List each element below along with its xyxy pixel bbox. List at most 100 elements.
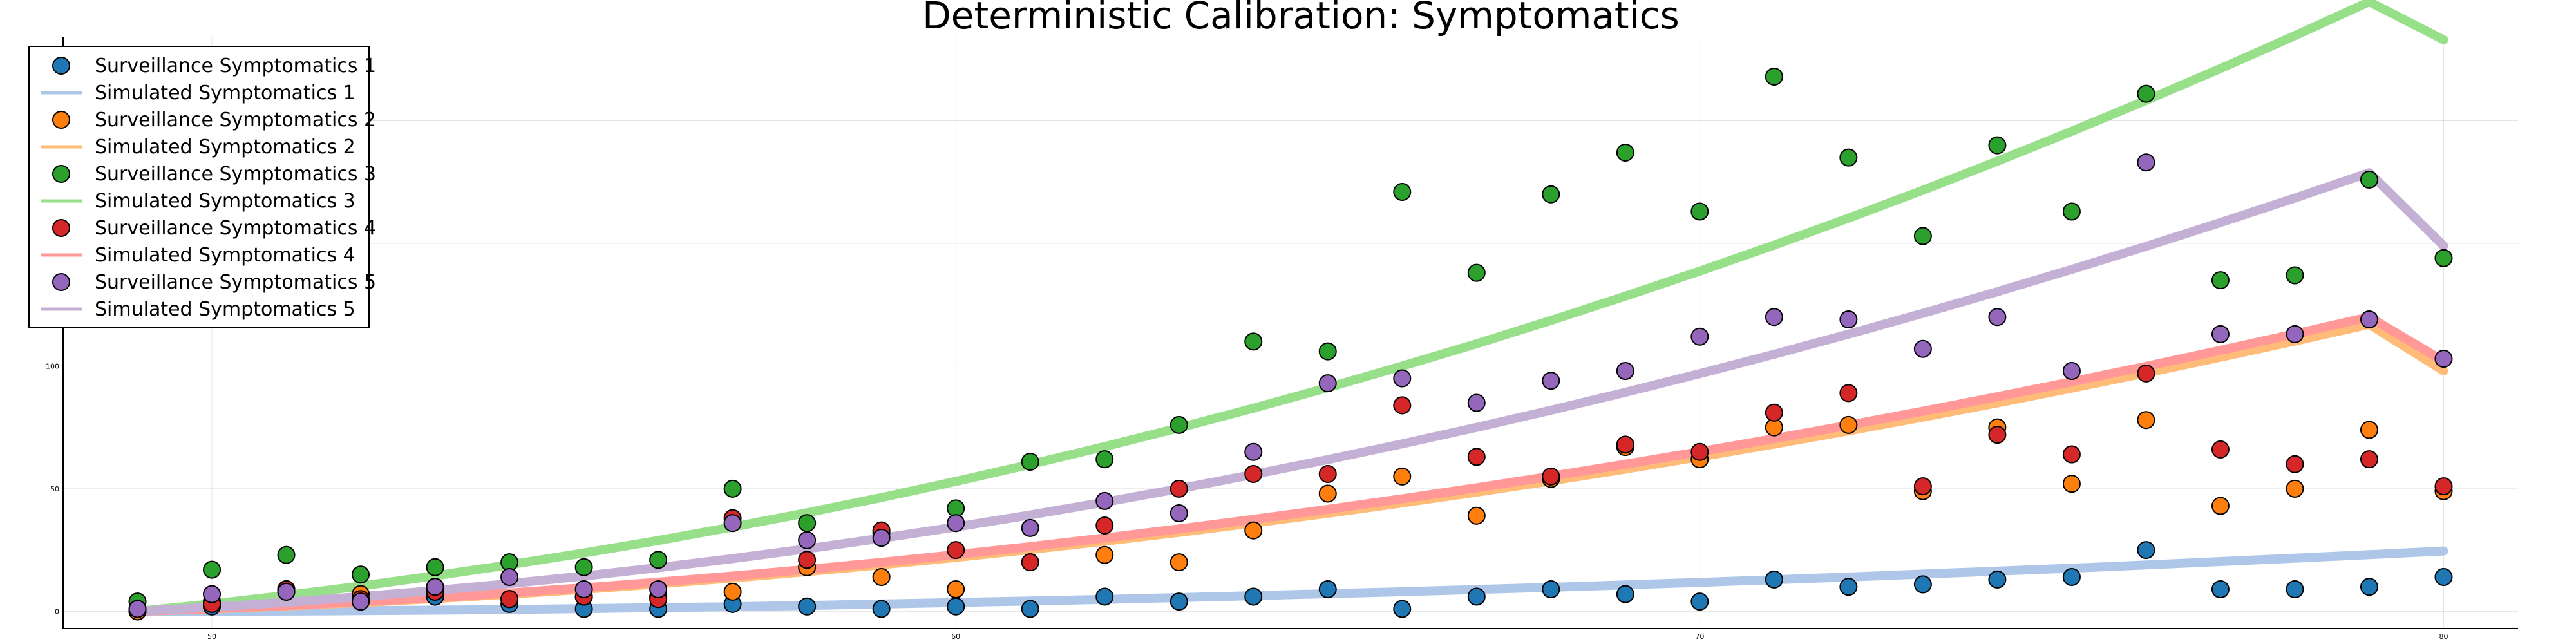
legend-label: Simulated Symptomatics 2 xyxy=(95,136,355,158)
data-point-series-1 xyxy=(1839,578,1858,596)
data-point-series-4 xyxy=(2286,455,2304,473)
data-point-series-3 xyxy=(1318,342,1337,361)
data-point-series-5 xyxy=(1170,504,1188,522)
data-point-series-1 xyxy=(1542,580,1560,599)
data-point-series-1 xyxy=(798,597,817,616)
data-point-series-4 xyxy=(2211,440,2230,459)
x-tick-label: 50 xyxy=(207,632,216,641)
x-tick-label: 70 xyxy=(1695,632,1704,641)
data-point-series-5 xyxy=(1839,310,1858,329)
data-point-series-4 xyxy=(1542,467,1560,486)
data-point-series-1 xyxy=(1095,587,1114,606)
data-point-series-2 xyxy=(1393,467,1412,486)
data-point-series-4 xyxy=(1170,479,1188,498)
data-point-series-3 xyxy=(574,558,593,576)
data-point-series-4 xyxy=(1467,448,1486,466)
data-point-series-5 xyxy=(1616,362,1634,381)
data-point-series-4 xyxy=(1913,477,1932,496)
legend-label: Surveillance Symptomatics 5 xyxy=(95,271,376,294)
data-point-series-3 xyxy=(1467,263,1486,282)
data-point-series-3 xyxy=(1988,136,2007,155)
legend-label: Surveillance Symptomatics 1 xyxy=(95,55,376,77)
data-point-series-4 xyxy=(1765,403,1783,422)
data-point-series-5 xyxy=(1095,491,1114,510)
data-point-series-1 xyxy=(1170,592,1188,611)
data-point-series-1 xyxy=(1913,575,1932,594)
data-point-series-1 xyxy=(2137,541,2155,560)
data-point-series-5 xyxy=(1988,308,2007,327)
data-point-series-5 xyxy=(1244,442,1263,461)
series-line-4 xyxy=(133,312,2448,616)
data-point-series-5 xyxy=(2434,349,2453,368)
data-point-series-5 xyxy=(203,585,222,603)
data-point-series-5 xyxy=(1542,372,1560,390)
data-point-series-1 xyxy=(2434,568,2453,587)
data-point-series-3 xyxy=(1021,452,1039,471)
data-point-series-3 xyxy=(2286,266,2304,285)
data-point-series-1 xyxy=(1393,600,1412,618)
data-point-series-4 xyxy=(1021,553,1039,572)
data-point-series-3 xyxy=(1839,148,1858,167)
data-point-series-1 xyxy=(947,597,965,616)
data-point-series-2 xyxy=(1095,545,1114,564)
data-point-series-2 xyxy=(723,582,742,601)
data-point-series-5 xyxy=(1913,339,1932,358)
legend-marker xyxy=(52,165,70,183)
data-point-series-4 xyxy=(2062,445,2081,464)
data-point-series-3 xyxy=(1095,450,1114,469)
data-point-series-5 xyxy=(649,580,668,599)
data-point-series-1 xyxy=(1244,587,1263,606)
data-point-series-5 xyxy=(2062,362,2081,381)
data-point-series-2 xyxy=(1839,415,1858,434)
data-point-series-3 xyxy=(1244,332,1263,351)
data-point-series-3 xyxy=(426,558,444,576)
y-tick-label: 50 xyxy=(50,485,59,493)
data-point-series-1 xyxy=(2286,580,2304,599)
data-point-series-5 xyxy=(1467,393,1486,412)
axes xyxy=(62,37,2518,629)
data-point-series-4 xyxy=(2434,477,2453,496)
legend: Surveillance Symptomatics 1 Simulated Sym… xyxy=(28,46,376,328)
data-point-series-3 xyxy=(1913,227,1932,245)
data-point-series-1 xyxy=(1021,600,1039,618)
y-tick-label: 0 xyxy=(55,607,59,616)
data-point-series-1 xyxy=(1616,585,1634,603)
data-point-series-1 xyxy=(1467,587,1486,606)
data-point-series-2 xyxy=(2062,475,2081,493)
series-line-1 xyxy=(133,546,2448,616)
legend-label: Simulated Symptomatics 3 xyxy=(95,190,355,213)
data-point-series-3 xyxy=(1393,182,1412,201)
data-point-series-5 xyxy=(500,568,519,587)
data-point-series-3 xyxy=(2211,271,2230,290)
data-point-series-1 xyxy=(2360,578,2378,596)
data-point-series-4 xyxy=(2137,364,2155,383)
series-line-3 xyxy=(133,0,2448,616)
data-point-series-4 xyxy=(1988,426,2007,444)
data-point-series-1 xyxy=(1988,570,2007,589)
data-point-series-5 xyxy=(872,529,891,547)
series-line-5 xyxy=(133,168,2448,616)
data-point-series-2 xyxy=(1170,553,1188,572)
data-point-series-1 xyxy=(872,600,891,618)
data-point-series-5 xyxy=(2360,310,2378,329)
data-point-series-5 xyxy=(426,578,444,596)
data-point-series-3 xyxy=(2434,249,2453,267)
data-point-series-3 xyxy=(1542,185,1560,204)
data-point-series-5 xyxy=(277,582,296,601)
data-point-series-2 xyxy=(1467,506,1486,525)
data-point-series-3 xyxy=(352,565,370,584)
data-point-series-5 xyxy=(352,592,370,611)
data-point-series-4 xyxy=(1616,435,1634,454)
legend-box xyxy=(28,46,370,328)
grid xyxy=(63,37,2518,629)
data-point-series-5 xyxy=(947,514,965,533)
data-point-series-5 xyxy=(723,514,742,533)
data-point-series-4 xyxy=(1244,465,1263,484)
data-point-series-3 xyxy=(2360,170,2378,189)
data-point-series-2 xyxy=(2360,421,2378,439)
data-point-series-3 xyxy=(2137,84,2155,103)
data-point-series-5 xyxy=(574,580,593,599)
data-point-series-3 xyxy=(1690,202,1709,221)
legend-label: Simulated Symptomatics 4 xyxy=(95,244,355,267)
